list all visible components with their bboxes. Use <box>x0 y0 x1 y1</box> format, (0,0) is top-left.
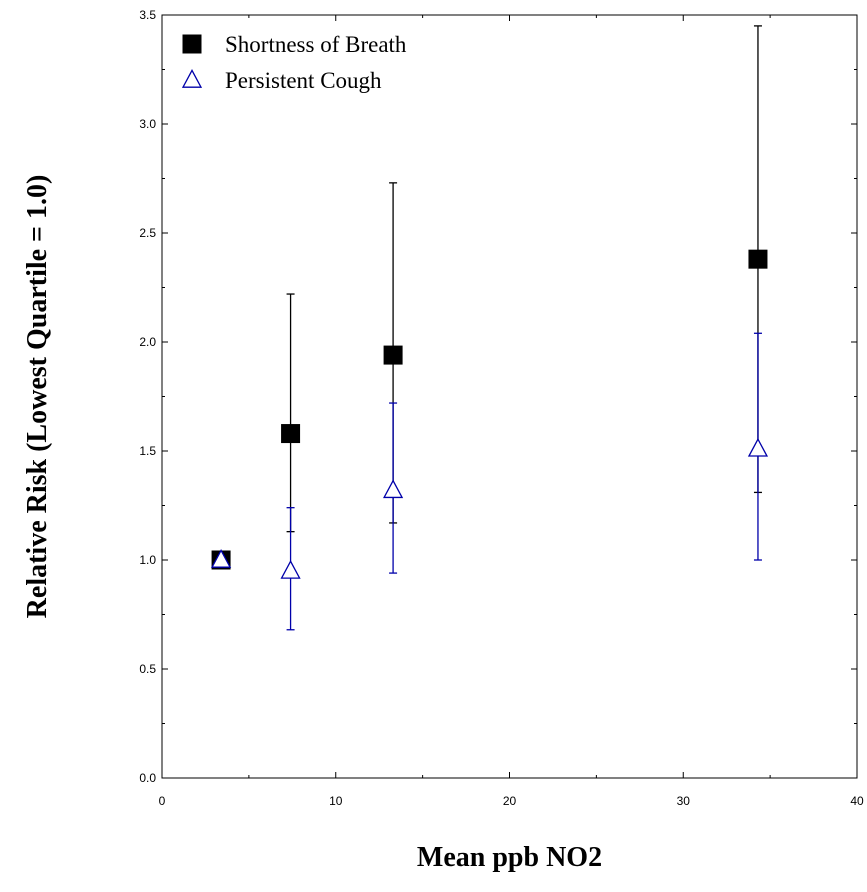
x-tick-label: 20 <box>503 794 517 808</box>
markers <box>210 249 769 579</box>
y-tick-label: 2.0 <box>139 335 156 349</box>
y-tick-label: 1.0 <box>139 553 156 567</box>
data-point-square <box>281 424 301 444</box>
error-bars <box>286 25 762 631</box>
y-tick-label: 3.0 <box>139 117 156 131</box>
y-tick-label: 1.5 <box>139 444 156 458</box>
y-tick-label: 0.5 <box>139 662 156 676</box>
y-tick-label: 3.5 <box>139 8 156 22</box>
x-tick-label: 10 <box>329 794 343 808</box>
y-axis-title: Relative Risk (Lowest Quartile = 1.0) <box>22 175 53 619</box>
data-point-triangle <box>747 437 769 457</box>
legend-label: Shortness of Breath <box>225 32 407 57</box>
legend: Shortness of Breath Persistent Cough <box>181 32 407 93</box>
data-point-square <box>383 345 403 365</box>
x-tick-label: 40 <box>850 794 864 808</box>
y-tick-label: 2.5 <box>139 226 156 240</box>
legend-square-icon <box>182 34 202 54</box>
x-tick-label: 30 <box>677 794 691 808</box>
x-tick-label: 0 <box>159 794 166 808</box>
legend-triangle-icon <box>181 69 203 88</box>
data-point-triangle <box>280 559 301 579</box>
plot-frame <box>161 14 858 779</box>
x-axis-title: Mean ppb NO2 <box>417 842 602 873</box>
data-point-square <box>748 249 768 269</box>
y-tick-label: 0.0 <box>139 771 156 785</box>
data-point-triangle <box>210 549 232 568</box>
data-point-triangle <box>383 479 404 499</box>
axes: 0.0 0.5 1.0 1.5 2.0 2.5 3.0 3.5 0 10 20 30 40 <box>139 8 864 808</box>
error-bar <box>286 293 295 533</box>
legend-label: Persistent Cough <box>225 68 382 93</box>
